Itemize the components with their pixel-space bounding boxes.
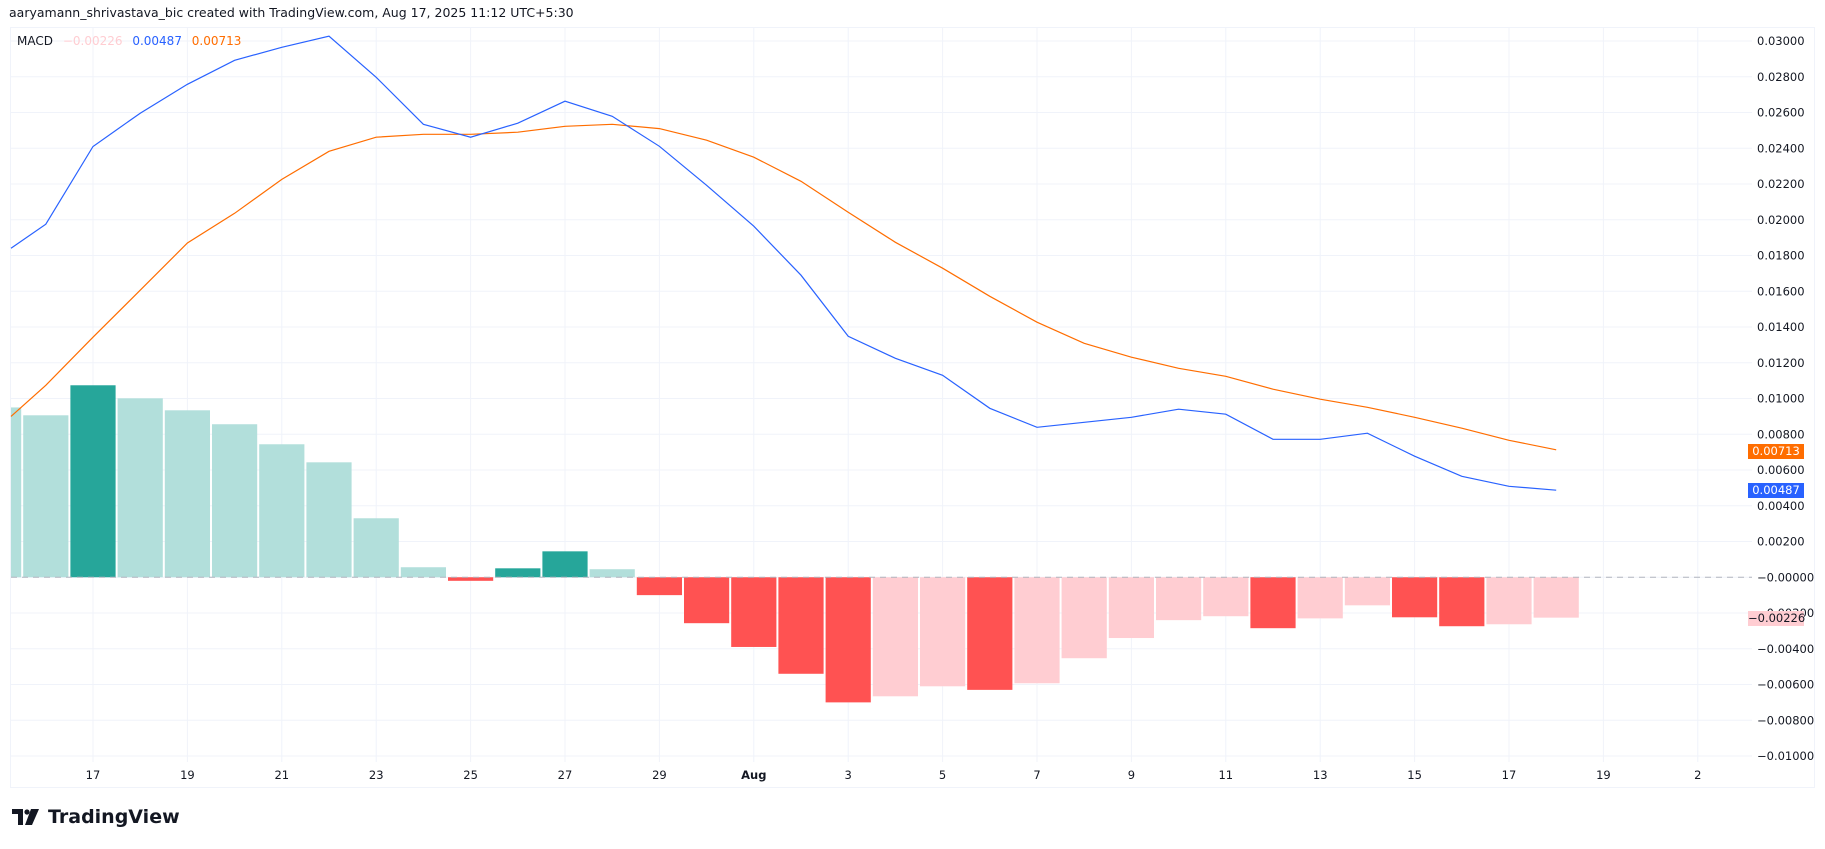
histogram-bar <box>1486 577 1532 625</box>
histogram-bar <box>259 444 305 578</box>
histogram-bar <box>212 424 258 578</box>
signal-price-tag: 0.00713 <box>1748 444 1804 459</box>
price-axis-label: 0.02800 <box>1757 70 1805 84</box>
histogram-bar <box>23 415 69 578</box>
time-axis-label: 21 <box>274 768 289 782</box>
time-axis-label: 2 <box>1694 768 1701 782</box>
histogram-bar <box>920 577 966 687</box>
price-axis-label: 0.01400 <box>1757 320 1805 334</box>
tradingview-logo-icon <box>12 809 39 825</box>
histogram-bar <box>1203 577 1249 617</box>
legend-indicator-name: MACD <box>17 34 53 48</box>
time-axis-label: 23 <box>369 768 384 782</box>
price-axis-label: 0.01200 <box>1757 356 1805 370</box>
histogram-bar <box>117 398 163 578</box>
histogram-bar <box>1156 577 1202 621</box>
price-axis-label: −0.00800 <box>1757 713 1814 727</box>
histogram-bar <box>636 577 682 596</box>
histogram-bar <box>353 518 399 578</box>
histogram-bar <box>684 577 730 624</box>
time-axis[interactable]: 17 19 21 23 25 27 29 Aug 3 5 7 9 11 13 15 17 19 2 <box>86 768 1702 782</box>
grid-lines <box>11 28 1752 762</box>
time-axis-label: 5 <box>939 768 946 782</box>
price-axis-label: 0.02600 <box>1757 106 1805 120</box>
histogram-bar <box>70 385 116 578</box>
attribution-header: aaryamann_shrivastava_bic created with T… <box>9 5 574 20</box>
histogram-price-tag: −0.00226 <box>1748 611 1806 626</box>
time-axis-label: 17 <box>1502 768 1517 782</box>
time-axis-label: 25 <box>463 768 478 782</box>
macd-line <box>10 35 1557 491</box>
time-axis-label: 19 <box>180 768 195 782</box>
time-axis-label: 15 <box>1407 768 1422 782</box>
price-axis-label: −0.00000 <box>1757 570 1814 584</box>
histogram-bar <box>164 410 210 578</box>
histogram-bar <box>1297 577 1343 619</box>
histogram-bar <box>495 568 541 578</box>
indicator-legend[interactable]: MACD −0.00226 0.00487 0.00713 <box>17 34 247 48</box>
price-axis-label: 0.00200 <box>1757 535 1805 549</box>
histogram-bars <box>11 385 1579 703</box>
histogram-bar <box>967 577 1013 690</box>
time-axis-label: 29 <box>652 768 667 782</box>
macd-price-tag: 0.00487 <box>1748 483 1804 498</box>
time-axis-label: 17 <box>86 768 101 782</box>
time-axis-label: 13 <box>1313 768 1328 782</box>
histogram-bar <box>306 462 352 578</box>
histogram-bar <box>448 577 494 581</box>
legend-histogram-value: −0.00226 <box>62 34 123 48</box>
histogram-bar <box>1108 577 1154 639</box>
time-axis-label: 11 <box>1218 768 1233 782</box>
price-axis-label: −0.01000 <box>1757 749 1814 763</box>
price-axis-label: 0.01000 <box>1757 392 1805 406</box>
histogram-bar <box>542 551 588 578</box>
price-axis-label: 0.00400 <box>1757 499 1805 513</box>
price-axis-label: 0.02000 <box>1757 213 1805 227</box>
histogram-bar <box>731 577 777 647</box>
histogram-bar <box>1014 577 1060 684</box>
price-axis-label: 0.01600 <box>1757 284 1805 298</box>
tradingview-logo-text: TradingView <box>48 806 180 828</box>
price-axis-label: 0.03000 <box>1757 34 1805 48</box>
price-axis[interactable]: 0.03000 0.02800 0.02600 0.02400 0.02200 0.020… <box>1757 34 1814 763</box>
time-axis-label: 7 <box>1033 768 1040 782</box>
histogram-bar <box>400 567 446 578</box>
histogram-bar <box>1344 577 1390 606</box>
time-axis-label: Aug <box>741 768 766 782</box>
signal-line <box>10 123 1557 451</box>
price-axis-label: 0.00600 <box>1757 463 1805 477</box>
price-axis-label: 0.02200 <box>1757 177 1805 191</box>
histogram-bar <box>825 577 871 703</box>
histogram-bar <box>589 569 635 578</box>
histogram-bar <box>778 577 824 674</box>
price-axis-label: −0.00600 <box>1757 678 1814 692</box>
time-axis-label: 3 <box>845 768 852 782</box>
chart-panel[interactable] <box>10 27 1815 788</box>
price-axis-label: −0.00400 <box>1757 642 1814 656</box>
histogram-bar <box>1250 577 1296 629</box>
tradingview-logo[interactable]: TradingView <box>12 806 180 828</box>
time-axis-label: 9 <box>1128 768 1135 782</box>
price-axis-label: 0.02400 <box>1757 141 1805 155</box>
histogram-bar <box>1061 577 1107 659</box>
price-axis-label: 0.01800 <box>1757 249 1805 263</box>
price-axis-label: 0.00800 <box>1757 427 1805 441</box>
histogram-bar <box>1439 577 1485 627</box>
time-axis-label: 27 <box>558 768 573 782</box>
histogram-bar <box>1533 577 1579 618</box>
time-axis-label: 19 <box>1596 768 1611 782</box>
legend-signal-value: 0.00713 <box>191 34 242 48</box>
histogram-bar <box>11 407 22 578</box>
legend-macd-value: 0.00487 <box>132 34 182 48</box>
histogram-bar <box>872 577 918 697</box>
histogram-bar <box>1392 577 1438 618</box>
